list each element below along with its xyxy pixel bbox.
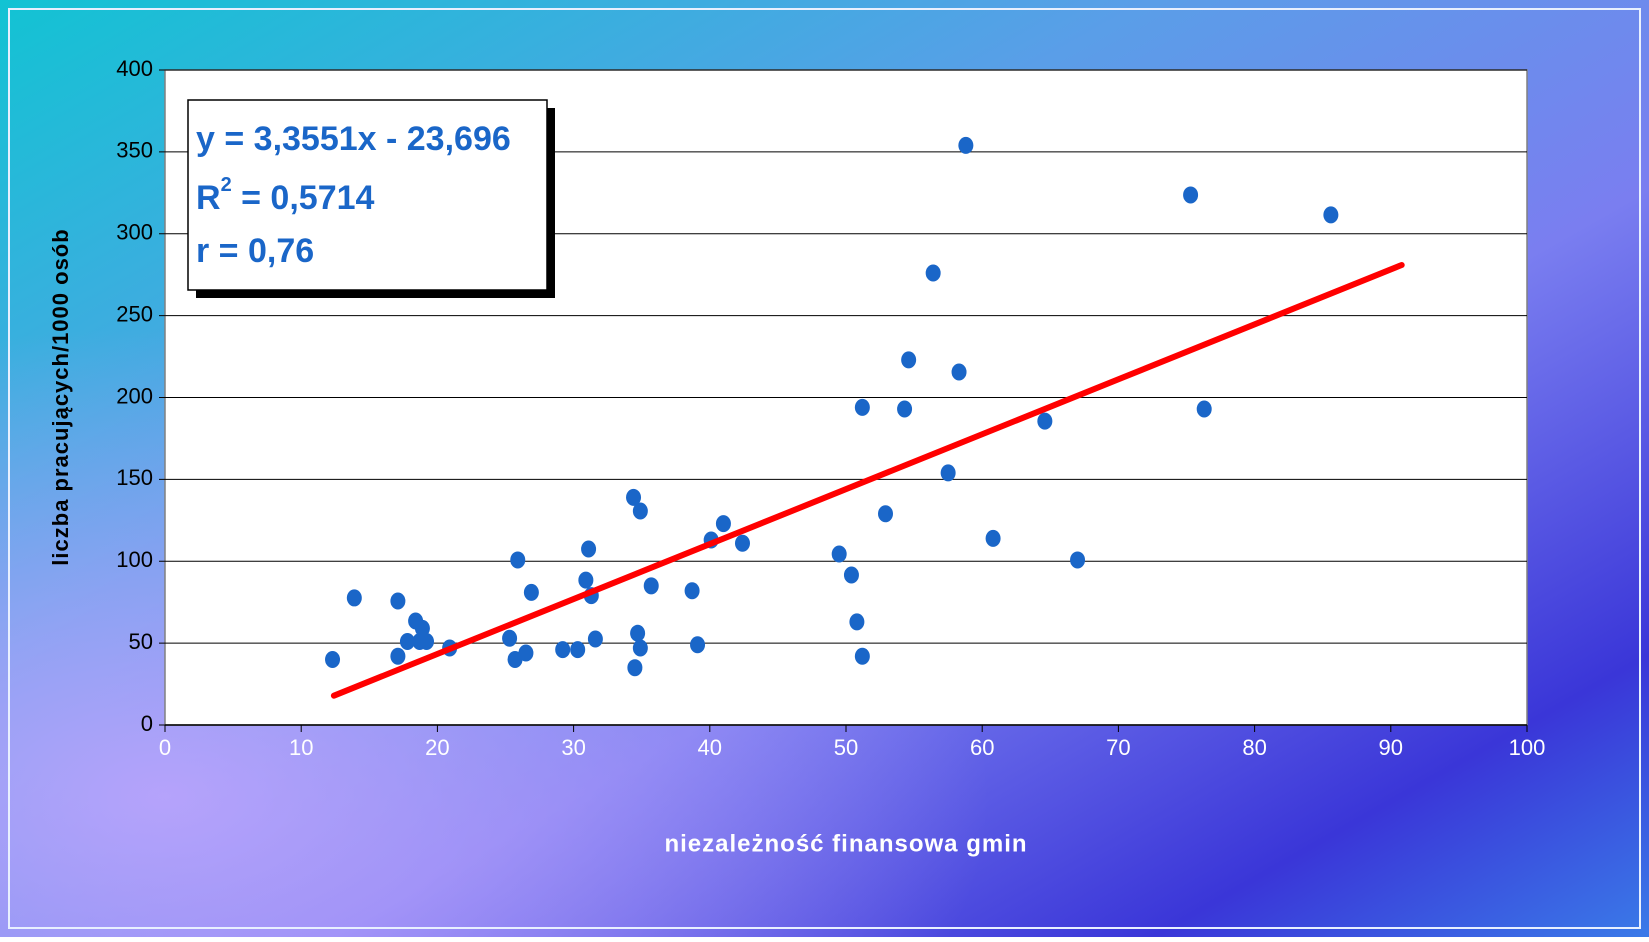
y-tick-label: 200 [116,383,153,408]
x-tick-label: 10 [289,735,313,760]
scatter-point [399,632,415,650]
scatter-point [684,582,700,600]
scatter-point [510,551,526,569]
scatter-point [843,566,859,584]
equation: y = 3,3551x - 23,696 [196,120,511,158]
r-squared-text: = 0,5714 [232,179,375,217]
scatter-point [581,540,597,558]
scatter-point [632,639,648,657]
scatter-point [587,630,603,648]
r-squared: R2 = 0,5714 [196,174,375,217]
annotation-frame [187,99,548,291]
scatter-point [390,592,406,610]
scatter-point [523,583,539,601]
scatter-point [627,659,643,677]
scatter-point [632,502,648,520]
scatter-point [901,351,917,369]
scatter-point [940,464,956,482]
scatter-point [1183,186,1199,204]
x-tick-label: 30 [561,735,585,760]
scatter-point [985,529,1001,547]
y-axis-label: liczba pracujących/1000 osób [48,228,73,565]
scatter-point [643,577,659,595]
scatter-point [897,400,913,418]
scatter-point [555,641,571,659]
scatter-point [690,636,706,654]
scatter-point [414,619,430,637]
scatter-point [831,545,847,563]
r-squared-sup: 2 [221,174,232,196]
scatter-point [925,264,941,282]
scatter-point [1037,412,1053,430]
y-tick-label: 400 [116,56,153,81]
scatter-point [1196,400,1212,418]
x-tick-label: 100 [1509,735,1546,760]
y-tick-label: 250 [116,301,153,326]
scatter-point [1323,206,1339,224]
scatter-point [626,488,642,506]
scatter-point [346,589,362,607]
scatter-point [518,644,534,662]
annotation-box: y = 3,3551x - 23,696 R2 = 0,5714 r = 0,7… [187,99,555,298]
y-tick-label: 100 [116,547,153,572]
scatter-point [958,136,974,154]
trend-line [330,262,1405,699]
x-tick-label: 0 [159,735,171,760]
scatter-point [390,647,406,665]
scatter-point [502,629,518,647]
scatter-point [854,398,870,416]
scatter-point [578,571,594,589]
x-tick-label: 70 [1106,735,1130,760]
scatter-point [570,641,586,659]
x-tick-label: 40 [698,735,722,760]
scatter-point [325,651,341,668]
scatter-point [1070,551,1086,569]
y-tick-label: 50 [129,629,153,654]
x-axis-label: niezależność finansowa gmin [664,830,1027,857]
x-tick-label: 90 [1379,735,1403,760]
r-squared-base: R [196,179,221,217]
y-tick-label: 150 [116,465,153,490]
r-value: r = 0,76 [196,232,314,270]
y-tick-label: 350 [116,138,153,163]
x-tick-label: 20 [425,735,449,760]
y-tick-label: 0 [141,711,153,736]
x-tick-label: 80 [1242,735,1266,760]
scatter-point [854,647,870,665]
scatter-point [849,613,865,631]
x-tick-label: 60 [970,735,994,760]
scatter-point [419,632,435,650]
x-tick-label: 50 [834,735,858,760]
y-tick-label: 300 [116,220,153,245]
scatter-point [715,515,731,533]
frame [8,8,1641,929]
scatter-point [734,534,750,552]
scatter-point [877,505,893,523]
scatter-point [951,363,967,381]
scatter-point [630,624,646,642]
